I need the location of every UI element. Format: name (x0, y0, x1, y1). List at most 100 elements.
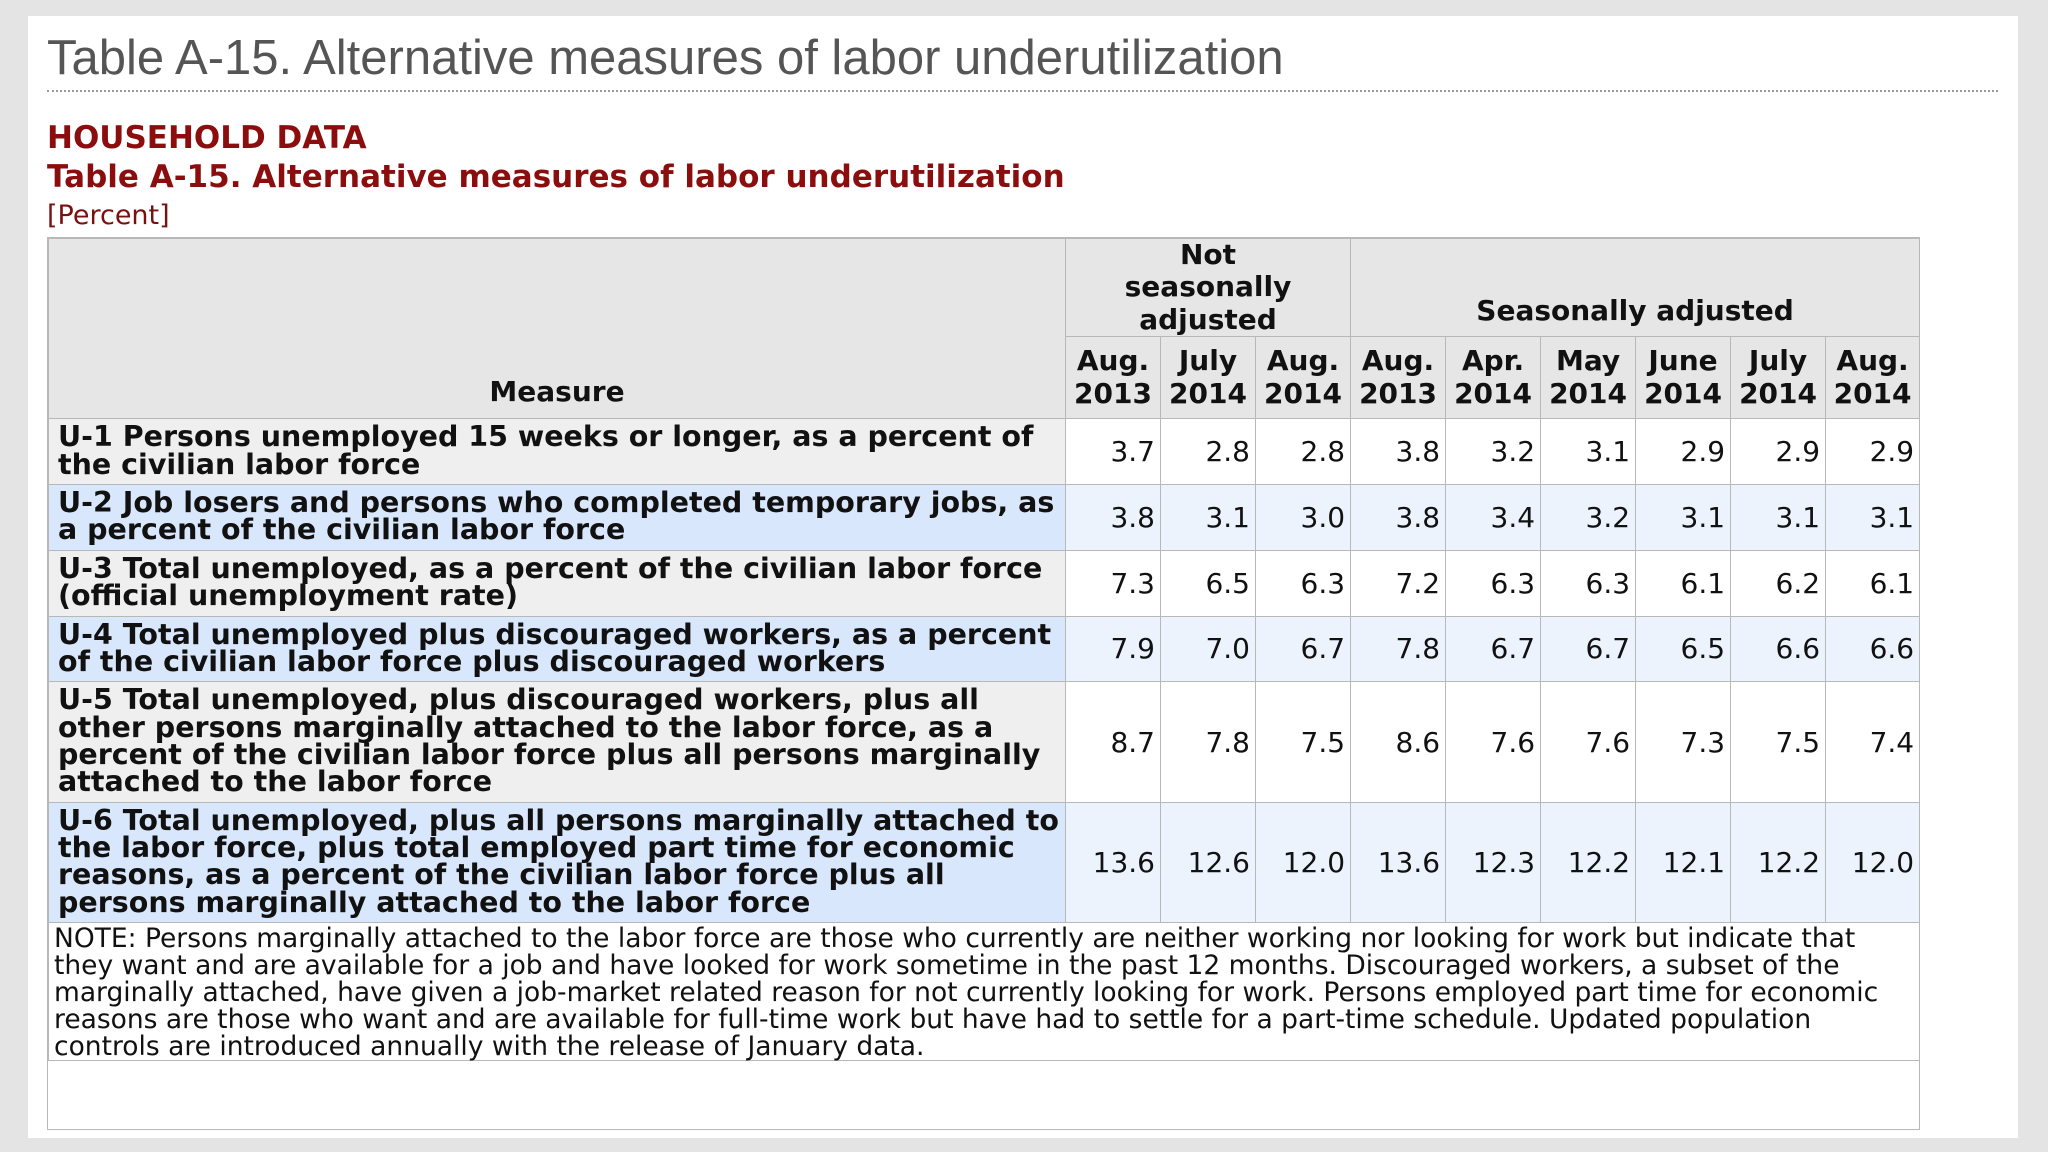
column-header-month: Apr. (1461, 344, 1525, 378)
column-header: May 2014 (1540, 336, 1637, 420)
column-header-month: Aug. (1836, 344, 1909, 378)
note-row: NOTE: Persons marginally attached to the… (47, 922, 1921, 1062)
value-cell: 6.5 (1160, 549, 1256, 617)
value-cell: 7.0 (1160, 615, 1256, 683)
value-cell: 6.7 (1445, 615, 1542, 683)
value-cell: 7.3 (1635, 681, 1732, 803)
value-cell: 3.8 (1350, 484, 1447, 551)
value-cell: 12.2 (1540, 801, 1637, 924)
value-cell: 6.6 (1825, 615, 1921, 683)
table-title: Table A-15. Alternative measures of labo… (47, 159, 1065, 195)
value-cell: 7.8 (1160, 681, 1256, 803)
value-cell: 3.4 (1445, 484, 1542, 551)
group-header-nsa: Not seasonally adjusted (1064, 237, 1352, 338)
value-cell: 7.5 (1254, 681, 1352, 803)
column-header-year: 2014 (1454, 376, 1532, 410)
value-cell: 3.1 (1635, 484, 1732, 551)
row-label: U-1 Persons unemployed 15 weeks or longe… (48, 418, 1066, 486)
date-header-row: Aug. 2013 July 2014 Aug. 2014 Aug. 2013 Apr. 2014… (49, 336, 1921, 420)
value-cell: 3.1 (1825, 484, 1921, 551)
column-header: Aug. 2014 (1254, 336, 1352, 420)
column-header-year: 2014 (1833, 376, 1912, 410)
table-row: U-5 Total unemployed, plus discouraged w… (48, 681, 1921, 803)
value-cell: 7.9 (1065, 615, 1161, 683)
column-header-year: 2013 (1074, 376, 1152, 410)
column-header-month: May (1555, 344, 1621, 378)
data-table: Measure Not seasonally adjusted Seasonal… (47, 237, 1921, 1062)
column-header-year: 2014 (1169, 376, 1247, 410)
value-cell: 6.2 (1730, 549, 1827, 617)
column-header-year: 2014 (1644, 376, 1722, 410)
table-row: U-6 Total unemployed, plus all persons m… (48, 801, 1921, 924)
value-cell: 6.1 (1635, 549, 1732, 617)
value-cell: 6.7 (1254, 615, 1352, 683)
value-cell: 2.9 (1825, 418, 1921, 486)
title-divider (47, 90, 1998, 92)
table-note: NOTE: Persons marginally attached to the… (47, 922, 1921, 1062)
value-cell: 3.0 (1254, 484, 1352, 551)
table-row: U-3 Total unemployed, as a percent of th… (48, 549, 1921, 617)
value-cell: 3.2 (1445, 418, 1542, 486)
column-header: Aug. 2013 (1065, 336, 1161, 420)
column-header: June 2014 (1635, 336, 1732, 420)
value-cell: 12.3 (1445, 801, 1542, 924)
value-cell: 6.3 (1540, 549, 1637, 617)
value-cell: 7.2 (1350, 549, 1447, 617)
value-cell: 3.1 (1730, 484, 1827, 551)
value-cell: 12.0 (1825, 801, 1921, 924)
table-row: U-1 Persons unemployed 15 weeks or longe… (48, 418, 1921, 486)
column-header-month: July (1748, 344, 1808, 378)
value-cell: 3.8 (1065, 484, 1161, 551)
column-header-year: 2013 (1359, 376, 1437, 410)
row-label: U-4 Total unemployed plus discouraged wo… (48, 615, 1066, 683)
value-cell: 3.1 (1540, 418, 1637, 486)
column-header: Apr. 2014 (1445, 336, 1542, 420)
column-header: Aug. 2013 (1350, 336, 1447, 420)
data-table-container: Measure Not seasonally adjusted Seasonal… (47, 237, 1921, 1130)
row-label: U-3 Total unemployed, as a percent of th… (48, 549, 1066, 617)
row-label: U-5 Total unemployed, plus discouraged w… (48, 681, 1066, 803)
value-cell: 2.8 (1160, 418, 1256, 486)
unit-label: [Percent] (47, 200, 170, 231)
value-cell: 13.6 (1350, 801, 1447, 924)
value-cell: 3.7 (1065, 418, 1161, 486)
value-cell: 6.5 (1635, 615, 1732, 683)
row-label: U-6 Total unemployed, plus all persons m… (48, 801, 1066, 924)
table-body: U-1 Persons unemployed 15 weeks or longe… (47, 418, 1921, 1062)
value-cell: 3.2 (1540, 484, 1637, 551)
value-cell: 6.6 (1730, 615, 1827, 683)
value-cell: 12.0 (1254, 801, 1352, 924)
row-label: U-2 Job losers and persons who completed… (48, 484, 1066, 551)
column-header-year: 2014 (1739, 376, 1817, 410)
column-header-month: Aug. (1361, 344, 1435, 378)
column-header: Aug. 2014 (1825, 336, 1921, 420)
value-cell: 2.9 (1635, 418, 1732, 486)
value-cell: 6.1 (1825, 549, 1921, 617)
value-cell: 12.1 (1635, 801, 1732, 924)
value-cell: 12.6 (1160, 801, 1256, 924)
value-cell: 6.7 (1540, 615, 1637, 683)
value-cell: 7.5 (1730, 681, 1827, 803)
value-cell: 12.2 (1730, 801, 1827, 924)
value-cell: 3.8 (1350, 418, 1447, 486)
column-header: July 2014 (1160, 336, 1256, 420)
value-cell: 8.6 (1350, 681, 1447, 803)
value-cell: 7.3 (1065, 549, 1161, 617)
measure-header: Measure (48, 237, 1066, 420)
value-cell: 2.8 (1254, 418, 1352, 486)
value-cell: 7.4 (1825, 681, 1921, 803)
column-header-year: 2014 (1264, 376, 1342, 410)
page-title: Table A-15. Alternative measures of labo… (47, 31, 1284, 85)
value-cell: 2.9 (1730, 418, 1827, 486)
column-header-month: July (1178, 344, 1238, 378)
column-header: July 2014 (1730, 336, 1827, 420)
value-cell: 7.8 (1350, 615, 1447, 683)
value-cell: 6.3 (1445, 549, 1542, 617)
table-row: U-4 Total unemployed plus discouraged wo… (48, 615, 1921, 683)
value-cell: 6.3 (1254, 549, 1352, 617)
slide: Table A-15. Alternative measures of labo… (28, 16, 2018, 1138)
table-row: U-2 Job losers and persons who completed… (48, 484, 1921, 551)
value-cell: 13.6 (1065, 801, 1161, 924)
value-cell: 8.7 (1065, 681, 1161, 803)
section-heading: HOUSEHOLD DATA (47, 120, 367, 156)
